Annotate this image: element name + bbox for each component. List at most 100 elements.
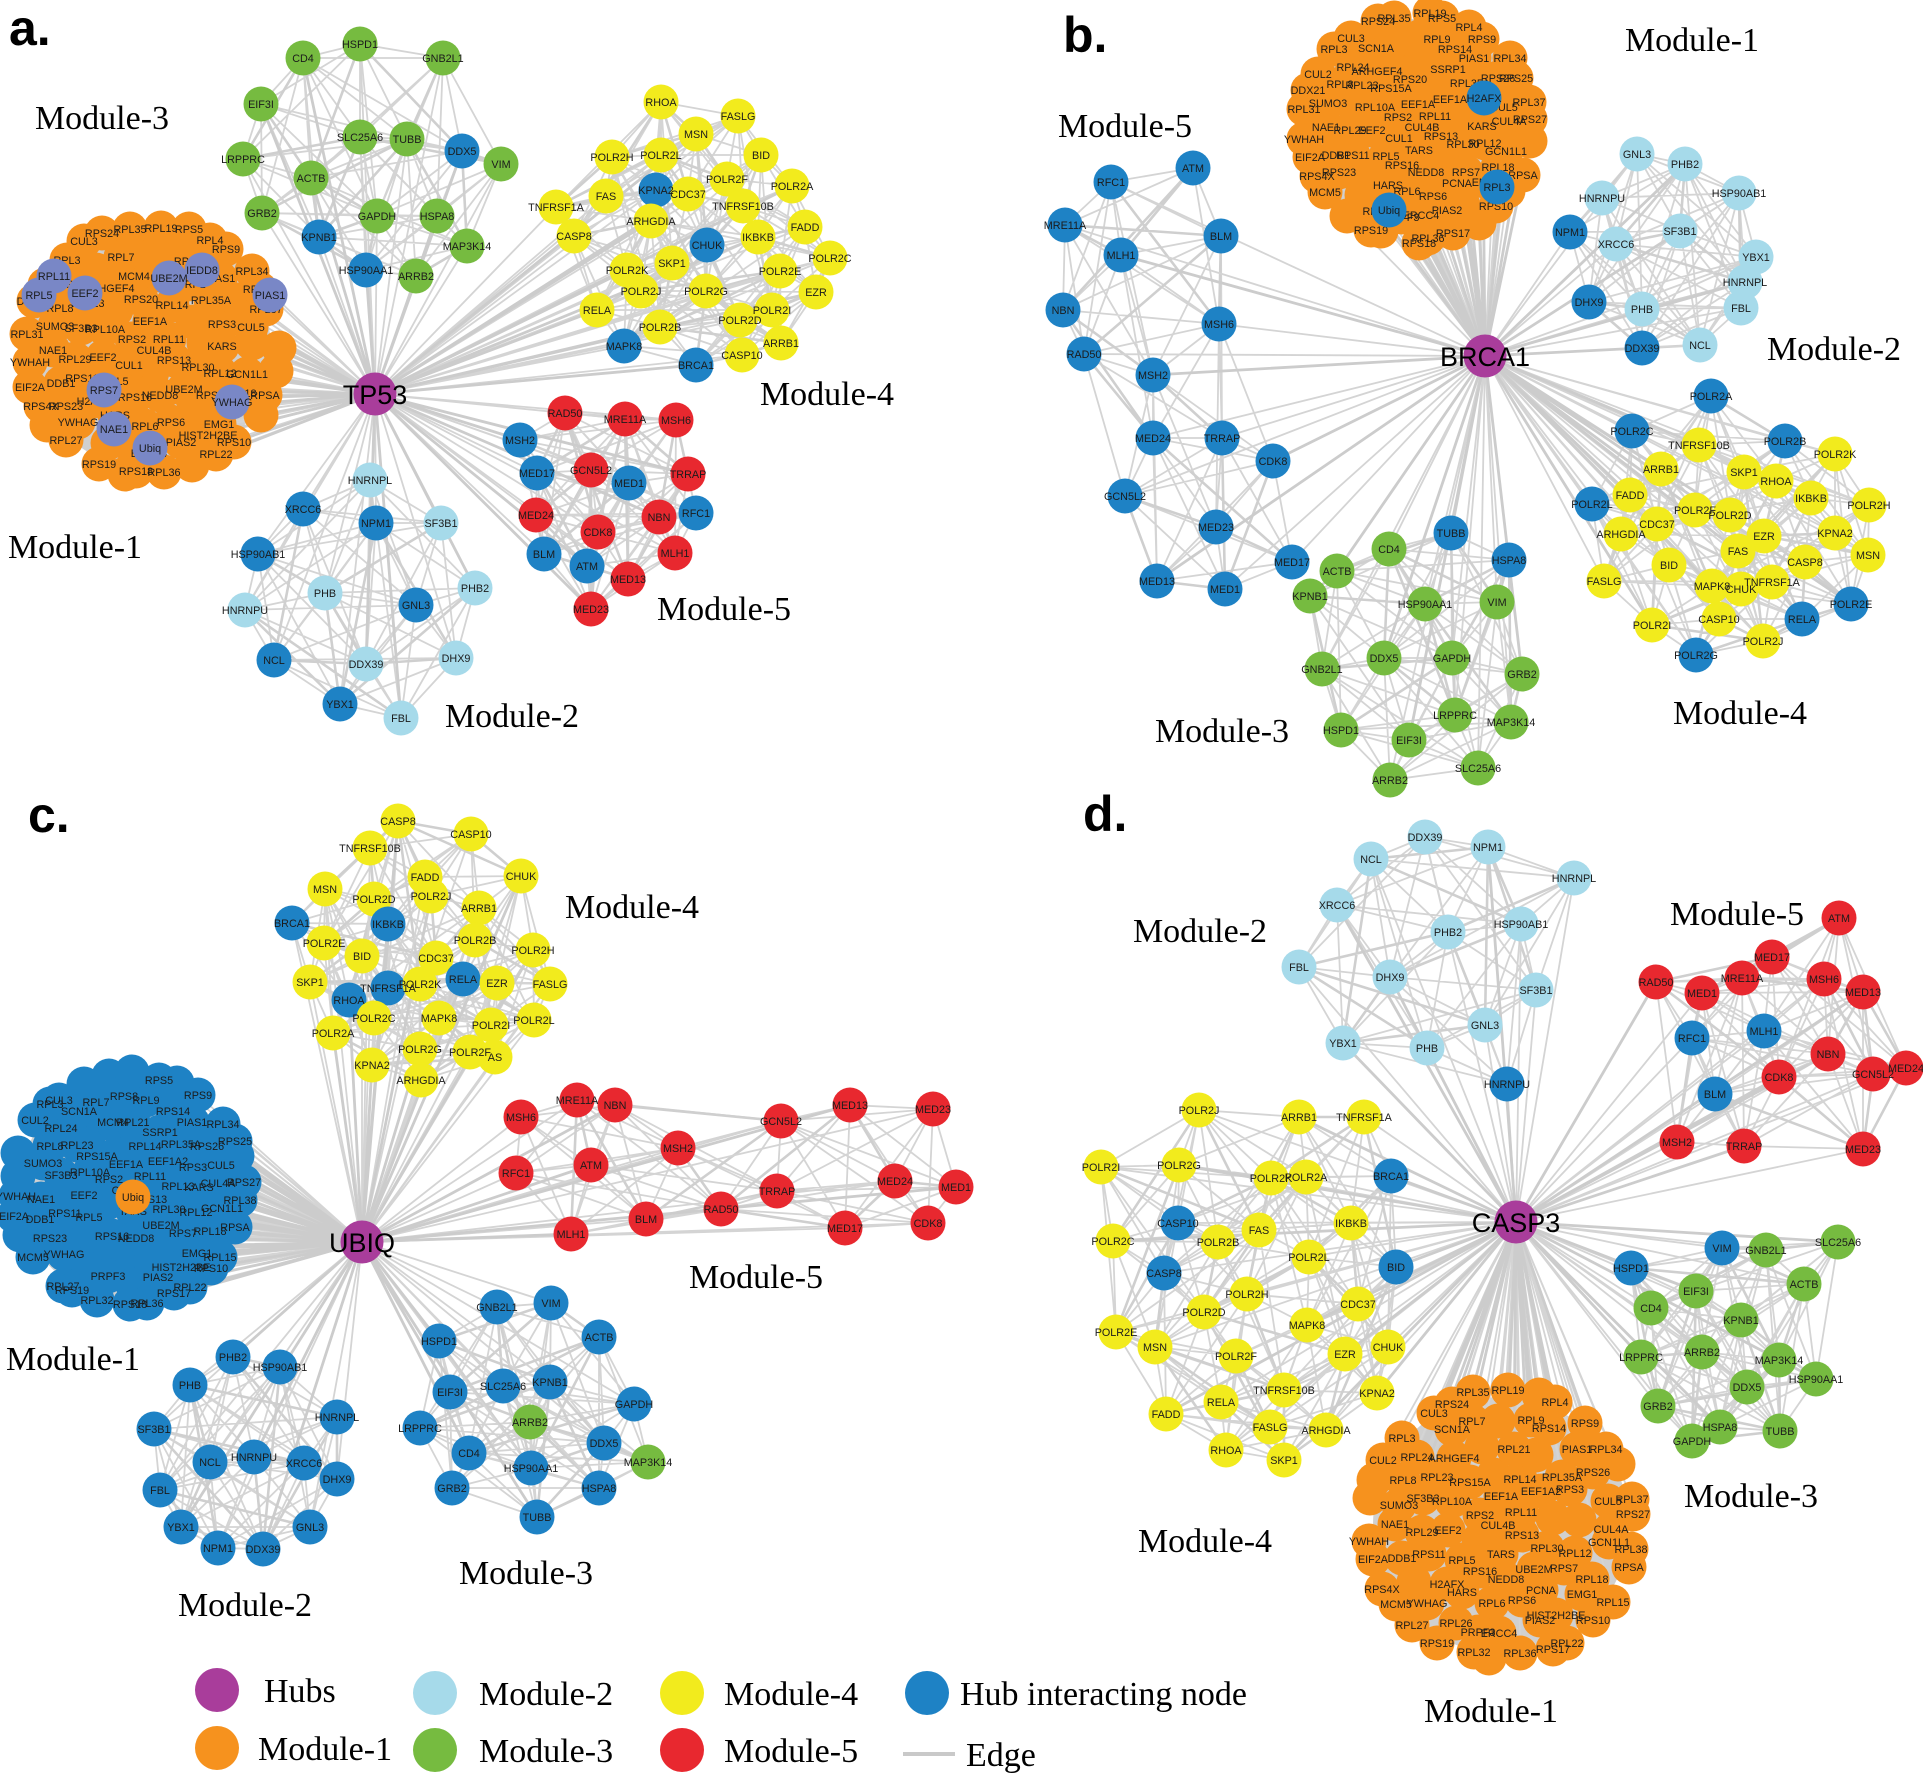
svg-text:RPS4X: RPS4X: [1299, 171, 1334, 183]
svg-text:RPSA: RPSA: [250, 390, 280, 402]
svg-text:GRB2: GRB2: [247, 208, 276, 220]
svg-text:CD4: CD4: [1378, 544, 1400, 556]
svg-text:PHB2: PHB2: [219, 1352, 247, 1364]
svg-text:RPL26: RPL26: [1439, 1618, 1472, 1630]
svg-text:RPS5: RPS5: [1428, 13, 1456, 25]
svg-text:POLR2A: POLR2A: [1285, 1172, 1328, 1184]
svg-text:RPS24: RPS24: [1435, 1399, 1469, 1411]
svg-text:HNRNPU: HNRNPU: [1579, 193, 1625, 205]
svg-text:MAP3K14: MAP3K14: [443, 241, 492, 253]
svg-text:RPL3: RPL3: [1388, 1433, 1415, 1445]
svg-text:RPS4X: RPS4X: [1364, 1584, 1399, 1596]
svg-text:Module-2: Module-2: [1133, 913, 1267, 950]
svg-text:ACTB: ACTB: [1790, 1279, 1819, 1291]
svg-text:RPL5: RPL5: [25, 290, 52, 302]
svg-text:RAD50: RAD50: [704, 1204, 739, 1216]
svg-text:PIAS1: PIAS1: [1562, 1444, 1593, 1456]
svg-text:KPNB1: KPNB1: [1292, 591, 1327, 603]
svg-text:EIF2A: EIF2A: [1358, 1554, 1389, 1566]
svg-text:RPL7: RPL7: [1458, 1416, 1485, 1428]
svg-text:GCN1L1: GCN1L1: [1485, 146, 1527, 158]
svg-text:HSPD1: HSPD1: [1613, 1263, 1649, 1275]
svg-text:GNB2L1: GNB2L1: [1301, 664, 1342, 676]
svg-text:RPS18: RPS18: [1402, 238, 1436, 250]
svg-text:MSN: MSN: [1143, 1342, 1167, 1354]
svg-text:ATM: ATM: [576, 561, 598, 573]
svg-text:RPL23: RPL23: [1420, 1472, 1453, 1484]
svg-text:CDK8: CDK8: [1765, 1072, 1794, 1084]
svg-text:EIF3I: EIF3I: [1683, 1286, 1709, 1298]
svg-text:CASP10: CASP10: [1698, 614, 1739, 626]
svg-text:POLR2G: POLR2G: [684, 286, 728, 298]
svg-text:CDC37: CDC37: [418, 953, 453, 965]
svg-text:RPL18: RPL18: [1575, 1574, 1608, 1586]
svg-text:POLR2F: POLR2F: [1215, 1351, 1257, 1363]
svg-text:MSH6: MSH6: [1809, 974, 1839, 986]
svg-text:ATM: ATM: [580, 1160, 602, 1172]
svg-text:MED13: MED13: [832, 1100, 868, 1112]
svg-text:CD4: CD4: [458, 1448, 480, 1460]
svg-text:MED1: MED1: [614, 478, 644, 490]
svg-text:TNFRSF1A: TNFRSF1A: [1744, 577, 1801, 589]
svg-text:MED17: MED17: [1274, 557, 1310, 569]
svg-text:RPL24: RPL24: [44, 1123, 77, 1135]
svg-text:CASP10: CASP10: [721, 350, 762, 362]
svg-text:Module-3: Module-3: [35, 100, 169, 137]
svg-text:POLR2L: POLR2L: [1288, 1252, 1329, 1264]
svg-text:HSP90AB1: HSP90AB1: [253, 1362, 308, 1374]
svg-text:NAE1: NAE1: [1381, 1519, 1409, 1531]
svg-text:SLC25A6: SLC25A6: [337, 132, 383, 144]
svg-text:RPL5: RPL5: [1448, 1555, 1475, 1567]
svg-text:CUL4A: CUL4A: [1594, 1524, 1630, 1536]
svg-text:ERCC4: ERCC4: [1481, 1628, 1518, 1640]
svg-text:RPS10: RPS10: [217, 437, 251, 449]
svg-text:CUL5: CUL5: [237, 322, 265, 334]
svg-text:POLR2J: POLR2J: [1179, 1105, 1220, 1117]
svg-text:ATM: ATM: [1182, 163, 1204, 175]
svg-text:MAPK8: MAPK8: [1289, 1320, 1326, 1332]
svg-text:RPS9: RPS9: [212, 244, 240, 256]
svg-text:GNL3: GNL3: [1471, 1020, 1499, 1032]
svg-text:SLC25A6: SLC25A6: [1455, 763, 1501, 775]
svg-text:KPNA2: KPNA2: [354, 1060, 389, 1072]
svg-text:RPS13: RPS13: [1505, 1530, 1539, 1542]
svg-text:RPL7: RPL7: [107, 252, 134, 264]
svg-text:RPS14: RPS14: [1532, 1423, 1566, 1435]
svg-text:FADD: FADD: [1616, 490, 1645, 502]
svg-text:POLR2F: POLR2F: [449, 1047, 491, 1059]
svg-text:TRRAP: TRRAP: [1726, 1141, 1763, 1153]
svg-text:TUBB: TUBB: [393, 134, 422, 146]
svg-text:FBL: FBL: [1731, 303, 1751, 315]
svg-text:SLC25A6: SLC25A6: [480, 1381, 526, 1393]
svg-text:RPS15A: RPS15A: [76, 1151, 118, 1163]
svg-text:POLR2H: POLR2H: [590, 152, 633, 164]
svg-text:RPL14: RPL14: [1503, 1474, 1536, 1486]
svg-text:Module-1: Module-1: [8, 529, 142, 566]
svg-text:MCM4: MCM4: [118, 271, 150, 283]
svg-text:Module-4: Module-4: [1138, 1523, 1272, 1560]
svg-text:POLR2F: POLR2F: [706, 174, 748, 186]
svg-text:ACTB: ACTB: [585, 1332, 614, 1344]
svg-text:TNFRSF1A: TNFRSF1A: [1336, 1112, 1393, 1124]
svg-text:POLR2B: POLR2B: [1764, 436, 1807, 448]
svg-text:Module-5: Module-5: [689, 1259, 823, 1296]
svg-text:NCL: NCL: [1689, 340, 1711, 352]
svg-text:Module-3: Module-3: [1684, 1478, 1818, 1515]
svg-text:POLR2I: POLR2I: [1633, 620, 1671, 632]
svg-text:RPS17: RPS17: [1536, 1644, 1570, 1656]
svg-text:MAP3K14: MAP3K14: [1487, 717, 1536, 729]
svg-text:YWHAG: YWHAG: [212, 397, 253, 409]
svg-text:CUL3: CUL3: [1337, 33, 1365, 45]
svg-text:POLR2J: POLR2J: [621, 286, 662, 298]
svg-text:ARRB1: ARRB1: [1281, 1112, 1317, 1124]
svg-text:Module-4: Module-4: [724, 1676, 858, 1713]
svg-text:KPNB1: KPNB1: [532, 1377, 567, 1389]
svg-text:KPNA2: KPNA2: [638, 185, 673, 197]
svg-text:EEF1A: EEF1A: [133, 316, 168, 328]
svg-text:SF3B3: SF3B3: [44, 1170, 77, 1182]
svg-text:POLR2C: POLR2C: [1091, 1236, 1134, 1248]
svg-text:TUBB: TUBB: [1437, 528, 1466, 540]
svg-text:Module-5: Module-5: [657, 591, 791, 628]
svg-text:ARHGDIA: ARHGDIA: [1596, 529, 1646, 541]
svg-text:RPL29: RPL29: [1405, 1527, 1438, 1539]
